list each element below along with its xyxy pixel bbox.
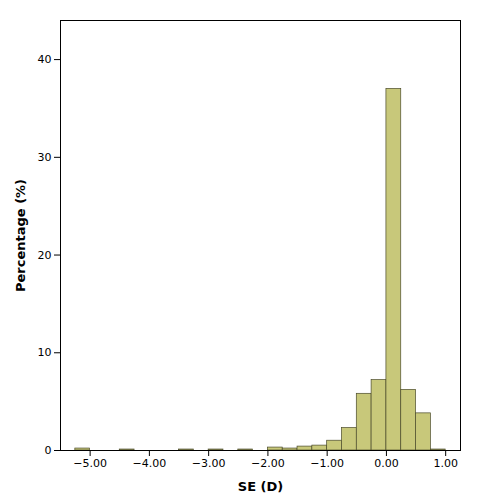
svg-text:−3.00: −3.00 — [192, 457, 226, 470]
svg-text:20: 20 — [38, 249, 52, 262]
svg-text:−2.00: −2.00 — [251, 457, 285, 470]
svg-text:40: 40 — [38, 53, 52, 66]
svg-text:1.00: 1.00 — [433, 457, 458, 470]
svg-text:Percentage (%): Percentage (%) — [13, 179, 28, 292]
svg-text:0.00: 0.00 — [374, 457, 399, 470]
svg-text:SE (D): SE (D) — [238, 479, 283, 494]
svg-text:10: 10 — [38, 346, 52, 359]
svg-text:0: 0 — [45, 444, 52, 457]
svg-text:30: 30 — [38, 151, 52, 164]
svg-text:−4.00: −4.00 — [133, 457, 167, 470]
svg-text:−5.00: −5.00 — [73, 457, 107, 470]
svg-text:−1.00: −1.00 — [310, 457, 344, 470]
